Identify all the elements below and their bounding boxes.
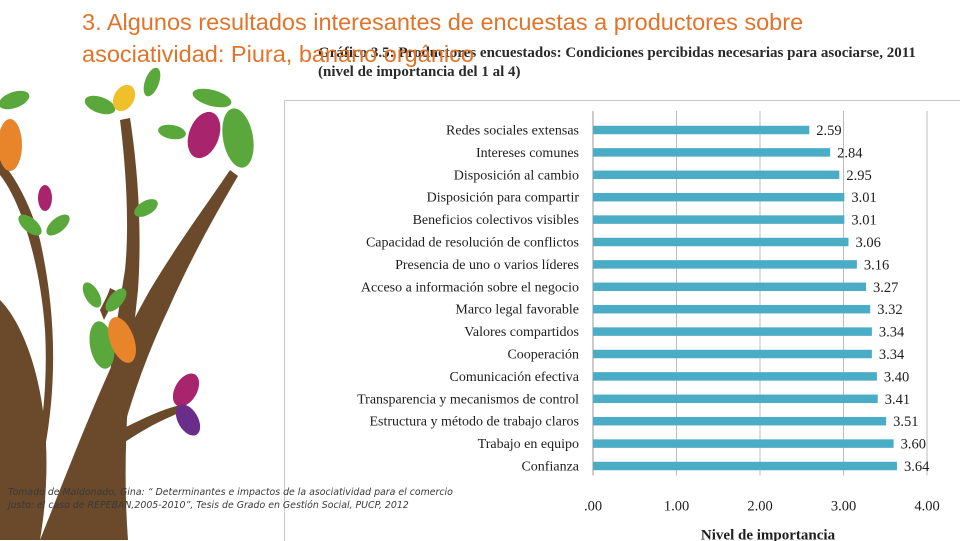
x-axis-title: Nivel de importancia	[701, 527, 836, 541]
category-label: Confianza	[521, 460, 579, 475]
slide-title: 3. Algunos resultados interesantes de en…	[82, 6, 942, 70]
bar	[593, 304, 871, 314]
bar-chart: Redes sociales extensas 2.59 Intereses com…	[357, 111, 940, 541]
category-label: Intereses comunes	[476, 146, 579, 161]
x-tick-label: 4.00	[914, 498, 939, 514]
bar	[593, 416, 887, 426]
value-label: 3.51	[893, 414, 918, 430]
x-tick-label: 2.00	[747, 498, 772, 514]
value-label: 3.01	[851, 190, 876, 206]
category-label: Disposición al cambio	[454, 168, 579, 183]
slide-title-text: Algunos resultados interesantes de encue…	[82, 9, 804, 67]
bar	[593, 461, 897, 471]
category-label: Marco legal favorable	[455, 303, 579, 318]
value-label: 2.84	[837, 145, 863, 161]
x-tick-label: .00	[584, 498, 602, 514]
bar	[593, 282, 867, 292]
bar	[593, 215, 845, 224]
cacao-tree-illustration	[0, 67, 254, 540]
value-label: 3.34	[879, 325, 905, 341]
bar	[593, 170, 840, 180]
value-label: 3.06	[856, 235, 881, 251]
tree-leaves	[0, 67, 232, 312]
category-label: Estructura y método de trabajo claros	[369, 415, 579, 430]
value-label: 3.01	[851, 213, 876, 229]
category-label: Presencia de uno o varios líderes	[395, 258, 579, 273]
value-label: 3.34	[879, 347, 905, 363]
bar	[593, 372, 877, 381]
bar	[593, 237, 849, 247]
bar	[593, 125, 810, 135]
category-label: Capacidad de resolución de conflictos	[366, 236, 579, 251]
value-label: 2.59	[816, 123, 841, 139]
bar	[593, 327, 872, 336]
chart-panel: Redes sociales extensas 2.59 Intereses com…	[284, 100, 960, 541]
value-label: 3.32	[877, 302, 902, 318]
value-label: 3.41	[885, 392, 910, 408]
category-label: Valores compartidos	[464, 325, 579, 340]
value-label: 3.40	[884, 369, 909, 385]
category-label: Beneficios colectivos visibles	[413, 213, 579, 228]
chart-caption: Gráfico 3.5: Productores encuestados: Co…	[318, 45, 916, 80]
bar	[593, 394, 878, 404]
value-label: 3.16	[864, 257, 889, 273]
category-label: Redes sociales extensas	[446, 124, 579, 139]
x-tick-label: 3.00	[831, 498, 856, 514]
value-label: 3.64	[904, 459, 930, 475]
category-label: Comunicación efectiva	[450, 370, 580, 385]
category-label: Cooperación	[507, 348, 579, 363]
category-label: Disposición para compartir	[427, 191, 580, 206]
x-tick-label: 1.00	[664, 498, 689, 514]
bar	[593, 439, 894, 448]
bar	[593, 260, 857, 269]
bar	[593, 349, 872, 359]
category-label: Trabajo en equipo	[478, 437, 579, 452]
slide-title-number: 3.	[82, 9, 102, 35]
bar	[593, 192, 845, 202]
value-label: 3.27	[873, 280, 898, 296]
bar	[593, 148, 831, 157]
category-label: Acceso a información sobre el negocio	[361, 280, 579, 295]
cacao-pods	[0, 84, 254, 436]
value-label: 3.60	[901, 437, 926, 453]
source-note: Tomado de Maldonado, Gina: “ Determinant…	[8, 487, 453, 511]
value-label: 2.95	[846, 168, 871, 184]
category-label: Transparencia y mecanismos de control	[357, 392, 579, 407]
